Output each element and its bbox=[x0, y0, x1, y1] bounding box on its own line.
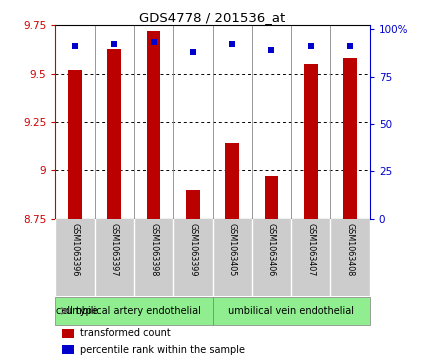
Text: GSM1063396: GSM1063396 bbox=[71, 223, 79, 276]
Point bbox=[229, 41, 235, 47]
Text: umbilical vein endothelial: umbilical vein endothelial bbox=[228, 306, 354, 316]
Point bbox=[307, 43, 314, 49]
Text: GSM1063405: GSM1063405 bbox=[228, 223, 237, 276]
Bar bbox=[225, 143, 239, 219]
Text: umbilical artery endothelial: umbilical artery endothelial bbox=[66, 306, 201, 316]
Text: GSM1063398: GSM1063398 bbox=[149, 223, 158, 276]
Text: GSM1063399: GSM1063399 bbox=[188, 223, 197, 276]
Bar bbox=[186, 190, 200, 219]
Bar bbox=[62, 329, 74, 338]
Text: GSM1063408: GSM1063408 bbox=[346, 223, 354, 276]
FancyBboxPatch shape bbox=[212, 297, 370, 325]
Point bbox=[150, 40, 157, 45]
Bar bbox=[304, 64, 317, 219]
Bar bbox=[343, 58, 357, 219]
Point bbox=[347, 43, 354, 49]
Bar bbox=[108, 49, 121, 219]
Title: GDS4778 / 201536_at: GDS4778 / 201536_at bbox=[139, 11, 286, 24]
Point bbox=[268, 47, 275, 53]
Text: cell type: cell type bbox=[56, 306, 97, 316]
Bar bbox=[147, 31, 160, 219]
Bar bbox=[68, 70, 82, 219]
Text: percentile rank within the sample: percentile rank within the sample bbox=[80, 345, 245, 355]
Text: GSM1063397: GSM1063397 bbox=[110, 223, 119, 276]
Bar bbox=[62, 345, 74, 354]
Text: transformed count: transformed count bbox=[80, 329, 171, 338]
Text: GSM1063407: GSM1063407 bbox=[306, 223, 315, 276]
Text: GSM1063406: GSM1063406 bbox=[267, 223, 276, 276]
Point bbox=[71, 43, 78, 49]
Point bbox=[190, 49, 196, 55]
Bar bbox=[265, 176, 278, 219]
FancyBboxPatch shape bbox=[55, 297, 212, 325]
Point bbox=[111, 41, 118, 47]
